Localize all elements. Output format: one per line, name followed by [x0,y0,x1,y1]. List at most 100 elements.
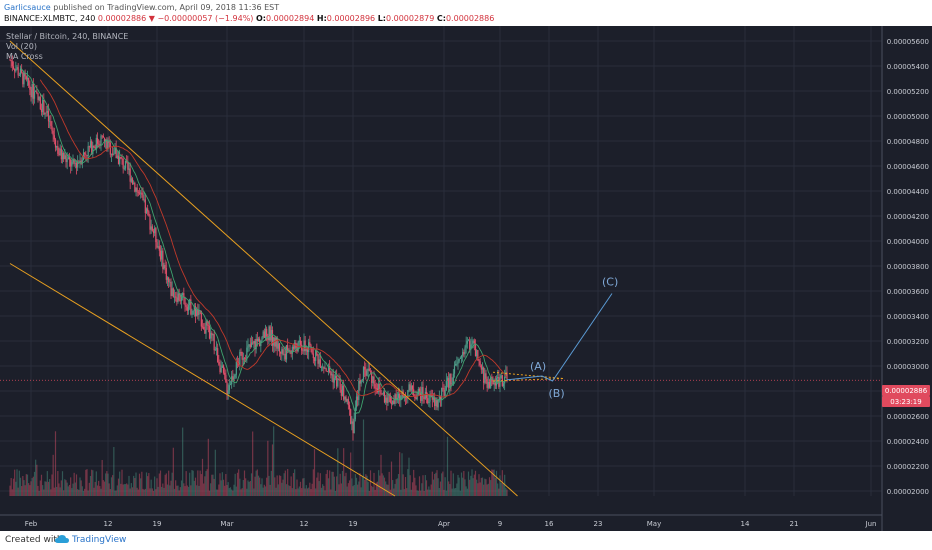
volume-bar [119,471,121,496]
candle-body [224,372,226,375]
volume-bar [338,484,340,496]
candle-body [253,341,255,344]
candle-body [386,397,388,403]
tradingview-brand[interactable]: TradingView [72,535,127,545]
candle-body [488,382,491,388]
candle-body [355,396,358,408]
candle-body [225,374,227,383]
candle-body [416,394,418,400]
legend-ma-cross[interactable]: MA Cross [6,52,43,61]
volume-bar [43,489,45,496]
candle-body [191,314,193,315]
volume-bar [173,488,176,496]
legend-series[interactable]: Stellar / Bitcoin, 240, BINANCE [6,32,128,41]
volume-bar [197,470,199,496]
candle-body [266,328,268,337]
candle-body [460,355,463,358]
candle-body [74,163,76,164]
volume-bar [194,477,197,496]
volume-bar [172,447,174,496]
candle-body [317,354,319,364]
candle-body [128,168,130,170]
volume-bar [78,489,80,496]
candle-body [282,349,284,355]
candle-body [145,208,148,214]
candle-body [106,139,108,149]
candle-body [112,153,114,155]
candle-body [410,385,412,391]
candle-body [264,328,267,338]
volume-bar [400,489,402,496]
chart-area[interactable]: (A) (B) (C) 0.00002000 0.00002200 0.00002400… [0,26,932,531]
volume-bar [466,488,468,496]
volume-bar [504,474,506,496]
candle-body [234,374,236,378]
volume-bar [232,490,234,496]
candle-body [354,407,356,420]
volume-bar [149,488,151,496]
candle-body [369,370,372,372]
candle-body [130,178,132,182]
volume-bar [161,486,163,496]
volume-bar [162,483,164,496]
candle-body [463,352,465,355]
candle-body [358,380,360,400]
candle-body [275,337,277,347]
candle-body [441,387,443,400]
ohlc-line: BINANCE:XLMBTC, 240 0.00002886 ▼ −0.0000… [4,13,494,24]
volume-bar [361,476,363,496]
price-chart[interactable]: (A) (B) (C) 0.00002000 0.00002200 0.00002400… [0,26,932,531]
candle-body [271,329,274,346]
candle-body [40,109,43,113]
volume-bar [33,471,36,496]
volume-bar [313,449,316,496]
ma-slow-line [39,79,508,398]
volume-bar [393,488,395,496]
volume-bar [464,479,466,496]
time-tick-label: 21 [790,520,799,528]
author-link[interactable]: Garlicsauce [4,3,51,12]
volume-bar [240,489,242,496]
candle-body [309,342,311,346]
volume-bar [434,474,436,496]
volume-bar [171,472,173,496]
candle-body [252,342,254,344]
volume-bar [219,473,221,496]
volume-bar [200,474,202,496]
candle-body [119,156,121,165]
ma-fast-line [20,67,508,414]
candle-body [10,59,12,62]
candle-body [19,68,22,76]
countdown-label: 03:23:19 [890,398,921,406]
volume-bar [374,489,376,496]
candle-body [176,297,178,302]
candle-body [29,85,31,90]
legend-volume[interactable]: Vol (20) [6,42,37,51]
volume-bar [67,486,69,496]
time-tick-label: Apr [438,520,450,528]
candle-body [136,187,138,192]
candle-body [245,358,247,360]
volume-bar [399,452,401,496]
volume-bar [124,484,127,496]
candle-body [408,384,410,391]
volume-bar [164,474,166,496]
volume-bar [484,478,486,496]
volume-bar [115,490,117,496]
candle-body [227,390,229,394]
volume-bar [334,490,337,496]
volume-bar [283,473,285,496]
candle-body [348,405,351,410]
volume-bar [218,484,220,496]
volume-bar [316,477,318,496]
candle-body [259,338,261,347]
candle-body [150,226,152,230]
volume-bar [492,469,494,496]
candle-body [451,383,453,385]
candle-body [82,152,85,160]
volume-bar [483,484,485,496]
volume-bar [236,472,239,496]
candle-body [37,93,39,100]
volume-bar [122,484,124,496]
volume-bar [459,490,461,496]
